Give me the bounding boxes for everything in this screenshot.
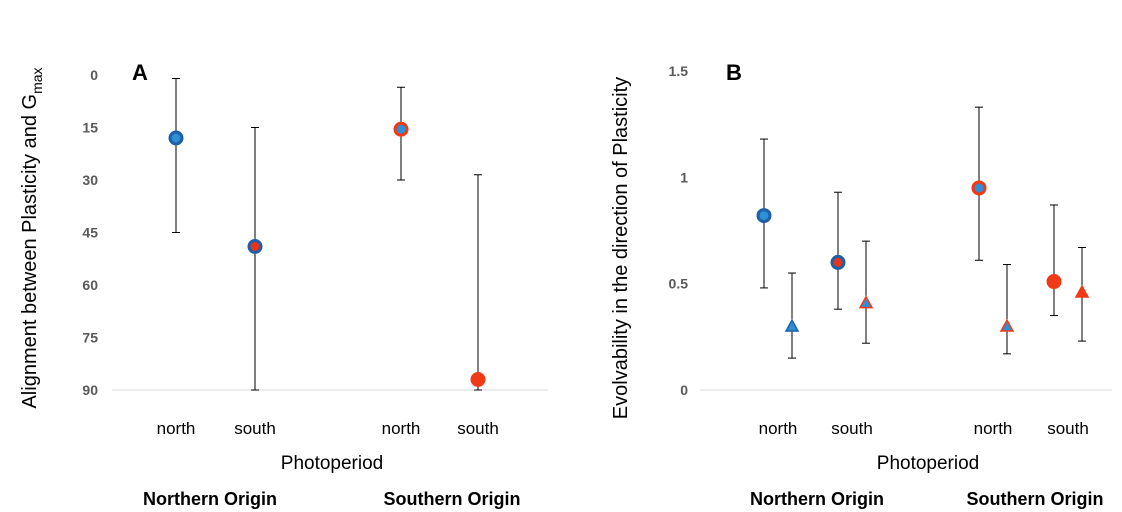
panel-a-y-tick-label: 15: [82, 120, 98, 136]
panel-a-point-circle: [393, 121, 409, 137]
panel-b-point-circle: [971, 180, 987, 196]
panel-a-group-label-0: Northern Origin: [143, 489, 277, 509]
panel-b-x-axis-title: Photoperiod: [877, 453, 979, 474]
panel-b-category-label: south: [1047, 419, 1089, 438]
panel-b-category-label: north: [759, 419, 798, 438]
panel-b: B Evolvability in the direction of Plast…: [610, 60, 1112, 509]
panel-b-y-axis-title: Evolvability in the direction of Plastic…: [610, 77, 632, 419]
panel-a-point-circle: [247, 239, 263, 254]
panel-a-category-label: north: [382, 419, 421, 438]
panel-a-category-label: south: [234, 419, 276, 438]
panel-b-point-triangle: [999, 318, 1015, 332]
panel-b-point-circle: [830, 254, 846, 270]
panel-a-point-circle: [470, 372, 486, 387]
panel-a-y-tick-label: 45: [82, 225, 98, 241]
panel-b-y-tick-label: 1.5: [669, 63, 689, 79]
panel-a-category-label: north: [157, 419, 196, 438]
panel-b-point-circle: [1046, 274, 1062, 290]
panel-a-point-circle: [168, 130, 184, 146]
panel-a-y-tick-label: 30: [82, 172, 98, 188]
panel-a-y-tick-label: 0: [90, 67, 98, 83]
panel-b-y-tick-label: 0: [680, 382, 688, 398]
panel-b-point-triangle: [784, 318, 800, 332]
panel-b-point-triangle: [1074, 284, 1090, 298]
panel-b-y-tick-label: 1: [680, 169, 688, 185]
panel-b-y-tick-label: 0.5: [669, 276, 689, 292]
panel-a-y-axis-title: Alignment between Plasticity and Gmax: [19, 67, 45, 408]
panel-b-group-label-0: Northern Origin: [750, 489, 884, 509]
panel-a: A Alignment between Plasticity and Gmax …: [19, 60, 548, 509]
panel-a-y-tick-label: 75: [82, 330, 98, 346]
panel-a-category-label: south: [457, 419, 499, 438]
panel-a-label: A: [132, 60, 148, 85]
panel-b-label: B: [726, 60, 742, 85]
panel-a-group-label-1: Southern Origin: [384, 489, 521, 509]
panel-a-y-tick-label: 90: [82, 382, 98, 398]
panel-b-point-triangle: [858, 295, 874, 309]
panel-a-x-axis-title: Photoperiod: [281, 453, 383, 474]
panel-b-point-circle: [756, 208, 772, 224]
panel-b-category-label: south: [831, 419, 873, 438]
panel-b-category-label: north: [974, 419, 1013, 438]
panel-b-group-label-1: Southern Origin: [967, 489, 1104, 509]
panel-a-y-tick-label: 60: [82, 277, 98, 293]
